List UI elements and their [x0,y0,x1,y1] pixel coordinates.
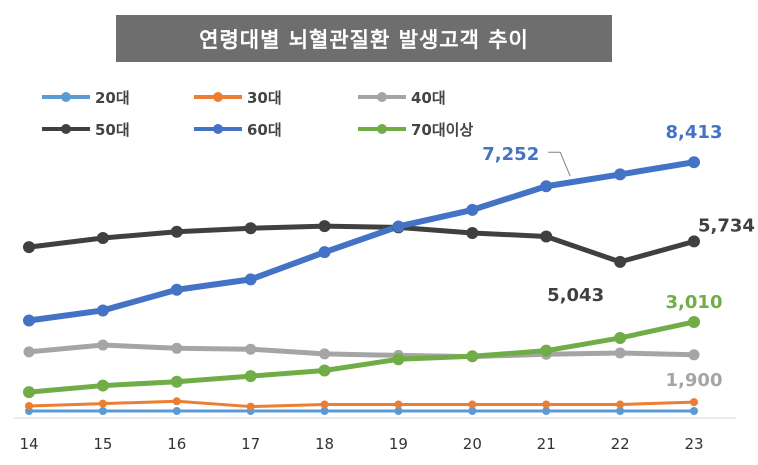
series-line-4 [28,159,695,324]
data-point [690,398,698,407]
data-point [244,222,257,235]
x-axis: 14 15 16 17 18 19 20 21 22 23 [14,417,736,453]
legend-label: 50대 [95,121,130,139]
data-label: 5,043 [547,285,604,306]
series-points [23,156,700,415]
data-point [688,315,700,328]
data-point [614,331,627,344]
data-point [614,168,627,181]
data-point [320,407,329,415]
legend-label: 60대 [247,121,282,139]
data-point [245,343,257,355]
data-point [616,400,625,409]
data-point [98,407,107,415]
data-point [319,348,331,360]
data-point [466,203,479,216]
x-tick-label: 15 [93,435,112,453]
data-point [688,235,700,248]
data-point [320,400,329,409]
legend-marker [213,92,223,102]
legend: 20대 30대 40대 50대 60대 70대이상 [42,89,473,139]
data-point [23,241,35,254]
data-label: 7,252 [482,144,539,165]
data-point [97,339,109,351]
legend-label: 30대 [247,89,282,107]
x-tick-label: 22 [611,435,630,453]
data-point [96,304,109,317]
data-point [392,220,405,233]
data-point [318,364,331,377]
data-point [171,342,183,354]
data-point [614,347,626,359]
legend-marker [61,124,71,134]
data-point [170,375,183,388]
legend-label: 70대이상 [411,121,473,139]
x-tick-label: 17 [241,435,260,453]
x-tick-label: 16 [167,435,186,453]
data-point [23,314,35,327]
data-point [540,180,553,193]
data-labels: 7,252 8,413 5,043 5,734 3,010 1,900 [482,122,755,391]
data-point [468,400,477,409]
legend-label: 40대 [411,89,446,107]
data-point [96,379,109,392]
data-label: 5,734 [698,215,755,236]
data-point [244,370,257,383]
data-point [690,407,698,415]
data-point [244,273,257,286]
legend-marker [377,92,387,102]
legend-marker [61,92,71,102]
data-point [542,407,551,415]
data-point [468,407,477,415]
data-point [246,402,255,411]
data-point [25,401,33,410]
data-point [170,225,183,238]
data-point [98,399,107,408]
x-tick-label: 19 [389,435,408,453]
data-point [540,344,553,357]
data-point [170,283,183,296]
data-point [172,407,181,415]
label-leader-line [548,151,571,177]
series-lines [28,159,695,413]
series-line-3 [28,223,695,265]
data-point [23,386,35,399]
data-point [23,346,35,358]
x-tick-label: 14 [19,435,38,453]
data-point [616,407,625,415]
data-point [394,407,403,415]
data-point [688,349,700,361]
data-point [540,230,553,243]
data-point [96,231,109,244]
data-point [318,246,331,259]
data-label: 8,413 [666,122,723,143]
data-point [688,156,700,169]
x-tick-label: 23 [684,435,703,453]
legend-marker [377,124,387,134]
x-tick-label: 18 [315,435,334,453]
data-point [392,353,405,366]
data-point [318,220,331,233]
chart-title: 연령대별 뇌혈관질환 발생고객 추이 [116,15,612,62]
data-point [542,400,551,409]
data-point [466,350,479,363]
legend-label: 20대 [95,89,130,107]
series-line-5 [28,319,695,395]
series-line-2 [28,342,695,360]
data-point [614,255,627,268]
x-tick-label: 21 [537,435,556,453]
series-line-1 [28,399,695,409]
data-label: 3,010 [666,292,723,313]
data-point [466,226,479,239]
x-tick-label: 20 [463,435,482,453]
legend-marker [213,124,223,134]
data-label: 1,900 [666,370,723,391]
data-point [394,400,403,409]
data-point [172,397,181,406]
